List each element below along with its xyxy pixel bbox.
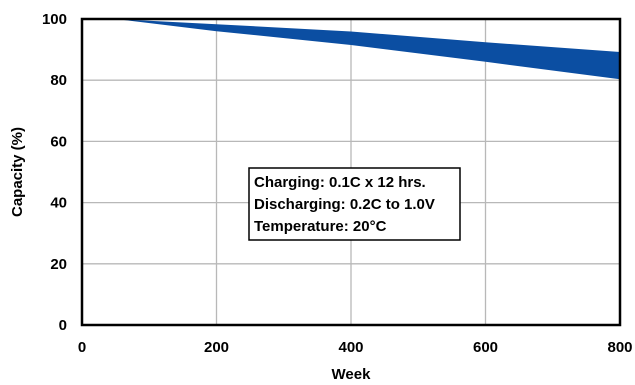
y-tick-label: 60	[50, 133, 67, 150]
x-tick-label: 600	[473, 339, 498, 356]
note-temperature: Temperature: 20°C	[254, 218, 387, 235]
y-tick-label: 20	[50, 256, 67, 273]
x-tick-label: 800	[607, 339, 632, 356]
y-tick-label: 80	[50, 72, 67, 89]
y-tick-label: 100	[42, 11, 67, 28]
y-tick-label: 40	[50, 195, 67, 212]
plot-frame	[80, 17, 622, 327]
x-tick-label: 0	[78, 339, 86, 356]
y-axis-label: Capacity (%)	[9, 127, 26, 217]
note-charging: Charging: 0.1C x 12 hrs.	[254, 174, 426, 191]
note-discharging: Discharging: 0.2C to 1.0V	[254, 196, 435, 213]
x-axis-ticks: 0 200 400 600 800	[78, 339, 633, 356]
y-tick-label: 0	[59, 317, 67, 334]
y-axis-ticks: 0 20 40 60 80 100	[42, 11, 67, 334]
x-tick-label: 400	[338, 339, 363, 356]
x-axis-label: Week	[332, 366, 372, 383]
conditions-box: Charging: 0.1C x 12 hrs. Discharging: 0.…	[248, 167, 461, 241]
x-tick-label: 200	[204, 339, 229, 356]
capacity-band	[82, 19, 620, 80]
